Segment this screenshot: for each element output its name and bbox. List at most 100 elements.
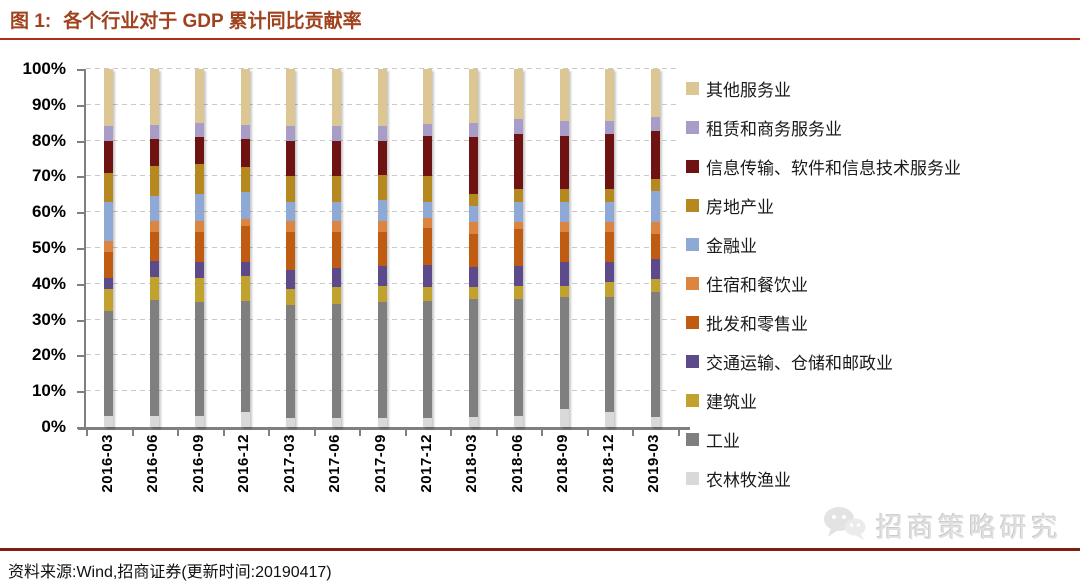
legend-label: 交通运输、仓储和邮政业 xyxy=(706,353,893,373)
bar-segment xyxy=(331,287,341,304)
bar-segment xyxy=(605,261,615,283)
bar-segment xyxy=(650,416,660,427)
x-tick xyxy=(359,430,362,436)
watermark-text: 招商策略研究 xyxy=(876,513,1062,543)
bar-segment xyxy=(104,289,114,311)
bar-segment xyxy=(286,69,296,127)
y-tick xyxy=(77,427,84,429)
stacked-bar xyxy=(286,69,296,427)
bar-segment xyxy=(559,221,569,232)
bar-segment xyxy=(195,221,205,232)
x-tick xyxy=(177,430,180,436)
bar-segment xyxy=(559,231,569,262)
y-tick xyxy=(77,319,84,322)
bar-segment xyxy=(331,140,341,177)
x-tick xyxy=(131,430,134,436)
bar-segment xyxy=(605,297,615,412)
y-tick xyxy=(77,391,84,394)
bar-segment xyxy=(468,137,478,194)
bar-segment xyxy=(650,234,660,260)
gridline xyxy=(86,68,678,69)
y-tick xyxy=(77,248,84,250)
x-axis-label: 2017-06 xyxy=(326,434,344,493)
stacked-bar xyxy=(559,69,569,427)
y-tick xyxy=(77,176,84,179)
bar-segment xyxy=(605,202,615,222)
bar-segment xyxy=(286,305,296,419)
y-axis-line xyxy=(84,69,86,430)
bar-segment xyxy=(149,138,159,166)
bar-segment xyxy=(650,130,660,179)
chart-legend: 其他服务业 租赁和商务服务业 信息传输、软件和信息技术服务业 房地产业 金融业 住宿和餐饮… xyxy=(686,78,961,507)
y-axis-labels: 0% 10% 20% 30% 40% 50% 60% 70% 80% 90% 100% xyxy=(0,59,80,436)
legend-label: 工业 xyxy=(706,431,740,451)
bar-segment xyxy=(559,202,569,222)
legend-label: 其他服务业 xyxy=(706,80,791,100)
bar-segment xyxy=(514,69,524,120)
x-axis-label: 2016-09 xyxy=(189,434,207,493)
stacked-bar xyxy=(104,69,114,427)
bar-segment xyxy=(377,285,387,302)
bar-segment xyxy=(468,298,478,417)
bar-segment xyxy=(377,174,387,200)
x-axis-label: 2018-03 xyxy=(463,434,481,493)
bar-segment xyxy=(559,261,569,286)
bar-segment xyxy=(468,69,478,124)
bar-segment xyxy=(468,267,478,288)
x-tick xyxy=(86,430,88,436)
y-axis-label: 40% xyxy=(31,273,66,293)
bar-segment xyxy=(468,193,478,207)
legend-swatch xyxy=(686,81,699,95)
x-tick xyxy=(586,430,589,436)
bar-segment xyxy=(104,172,114,202)
y-axis-label: 50% xyxy=(31,238,66,257)
bar-segment xyxy=(559,136,569,189)
bar-segment xyxy=(240,226,250,262)
bar-segment xyxy=(423,265,433,287)
bar-segment xyxy=(605,188,615,203)
bar-segment xyxy=(286,231,296,270)
bar-segment xyxy=(650,191,660,222)
bar-segment xyxy=(104,126,114,141)
bar-segment xyxy=(331,267,341,288)
bar-segment xyxy=(377,199,387,222)
stacked-bar xyxy=(514,69,524,427)
bar-segment xyxy=(559,409,569,427)
bar-segment xyxy=(331,201,341,222)
bar-segment xyxy=(468,416,478,427)
legend-item: 住宿和餐饮业 xyxy=(686,273,961,295)
x-axis-label: 2017-03 xyxy=(280,434,298,493)
bar-segment xyxy=(104,310,114,417)
x-axis-line xyxy=(78,427,690,430)
y-axis-label: 80% xyxy=(31,130,66,150)
x-axis-label: 2016-12 xyxy=(235,434,253,493)
bar-segment xyxy=(286,269,296,290)
bar-segment xyxy=(605,69,615,121)
bar-segment xyxy=(514,119,524,135)
legend-swatch xyxy=(686,159,699,173)
bar-segment xyxy=(559,188,569,203)
x-axis-label: 2018-12 xyxy=(599,434,617,493)
legend-item: 其他服务业 xyxy=(686,78,961,100)
bar-segment xyxy=(605,411,615,427)
y-tick xyxy=(77,69,84,71)
bar-segment xyxy=(514,298,524,416)
legend-swatch xyxy=(686,198,699,212)
figure-title: 各个行业对于 GDP 累计同比贡献率 xyxy=(63,11,362,32)
legend-swatch xyxy=(686,393,699,407)
legend-item: 交通运输、仓储和邮政业 xyxy=(686,351,961,373)
bar-segment xyxy=(650,292,660,417)
figure-label: 图 1: xyxy=(10,11,52,32)
stacked-bar xyxy=(423,69,433,427)
x-tick xyxy=(268,430,271,436)
bar-segment xyxy=(240,275,250,301)
x-axis-label: 2017-09 xyxy=(372,434,389,493)
bar-segment xyxy=(149,196,159,222)
bar-segment xyxy=(195,231,205,263)
bar-segment xyxy=(149,221,159,232)
y-tick xyxy=(77,212,84,215)
bar-segment xyxy=(149,124,159,139)
y-axis-label: 0% xyxy=(41,417,66,436)
bar-segment xyxy=(104,240,114,252)
bar-segment xyxy=(559,285,569,298)
